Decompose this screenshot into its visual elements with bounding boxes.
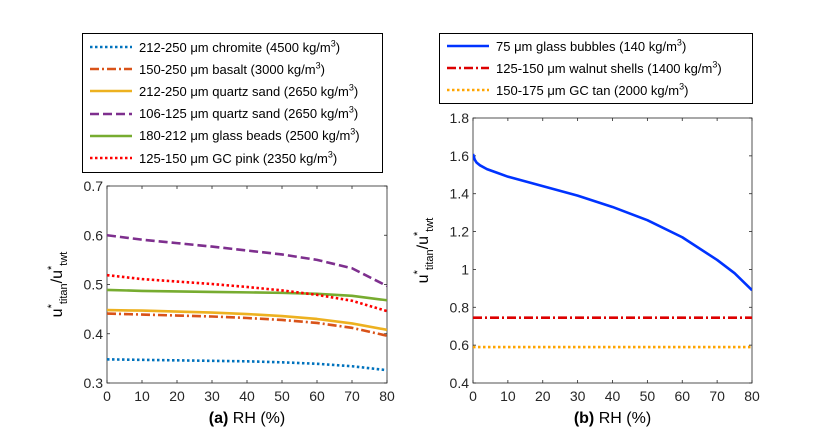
legend-label: 212-250 μm quartz sand (2650 kg/m3)	[139, 82, 359, 99]
legend-swatch	[447, 66, 489, 70]
x-axis-label: (a) RH (%)	[209, 410, 285, 427]
legend-label: 150-250 μm basalt (3000 kg/m3)	[139, 60, 325, 77]
legend-label: 75 μm glass bubbles (140 kg/m3)	[496, 37, 687, 54]
x-tick-label: 0	[103, 388, 111, 404]
y-tick-label: 1.8	[450, 110, 470, 126]
legend-label: 150-175 μm GC tan (2000 kg/m3)	[496, 81, 689, 98]
legend-label: 125-150 μm walnut shells (1400 kg/m3)	[496, 59, 722, 76]
legend-swatch	[447, 44, 489, 48]
legend-swatch	[447, 89, 489, 92]
legend-swatch	[90, 67, 132, 71]
legend-swatch	[90, 45, 132, 49]
x-tick-label: 10	[500, 388, 516, 404]
y-tick-label: 1	[461, 261, 469, 277]
legend-entry: 75 μm glass bubbles (140 kg/m3)	[440, 35, 752, 57]
legend-entry: 125-150 μm walnut shells (1400 kg/m3)	[440, 57, 752, 79]
legend-entry: 212-250 μm chromite (4500 kg/m3)	[83, 36, 382, 58]
x-tick-label: 70	[344, 388, 360, 404]
y-tick-label: 0.5	[84, 277, 104, 293]
legend-entry: 125-150 μm GC pink (2350 kg/m3)	[83, 147, 382, 169]
legend-label: 125-150 μm GC pink (2350 kg/m3)	[139, 149, 338, 166]
legend-swatch	[90, 90, 132, 93]
x-tick-label: 60	[674, 388, 690, 404]
x-tick-label: 30	[204, 388, 220, 404]
x-tick-label: 10	[134, 388, 150, 404]
y-tick-label: 1.6	[450, 148, 470, 164]
legend-swatch	[90, 112, 132, 115]
y-axis-label: u*titan/u*twt	[46, 252, 70, 318]
y-tick-label: 0.4	[450, 375, 470, 391]
x-tick-label: 50	[640, 388, 656, 404]
x-tick-label: 80	[744, 388, 760, 404]
legend-label: 106-125 μm quartz sand (2650 kg/m3)	[139, 104, 359, 122]
series-line-0-4	[107, 288, 387, 302]
axes-box-0	[106, 185, 388, 384]
legend-swatch	[90, 156, 132, 160]
legend-panel-a: 212-250 μm chromite (4500 kg/m3) 150-250 …	[82, 33, 383, 173]
x-tick-label: 20	[169, 388, 185, 404]
legend-label: 180-212 μm glass beads (2500 kg/m3)	[139, 127, 360, 144]
series-line-0-2	[107, 308, 387, 332]
x-tick-label: 0	[469, 388, 477, 404]
y-tick-label: 1.4	[450, 186, 470, 202]
x-tick-label: 50	[274, 388, 290, 404]
y-tick-label: 0.6	[84, 227, 104, 243]
y-axis-label: u*titan/u*twt	[412, 218, 436, 284]
x-tick-label: 60	[309, 388, 325, 404]
x-tick-label: 40	[239, 388, 255, 404]
legend-entry: 180-212 μm glass beads (2500 kg/m3)	[83, 125, 382, 147]
y-tick-label: 0.6	[450, 337, 470, 353]
x-tick-label: 30	[570, 388, 586, 404]
legend-label: 212-250 μm chromite (4500 kg/m3)	[139, 38, 341, 55]
y-tick-label: 0.3	[84, 375, 104, 391]
series-line-1-0	[473, 153, 752, 292]
legend-entry: 212-250 μm quartz sand (2650 kg/m3)	[83, 80, 382, 102]
legend-entry: 106-125 μm quartz sand (2650 kg/m3)	[83, 103, 382, 125]
y-tick-label: 0.4	[84, 326, 104, 342]
legend-panel-b: 75 μm glass bubbles (140 kg/m3) 125-150 μ…	[439, 33, 753, 104]
y-tick-label: 0.7	[84, 178, 104, 194]
series-line-0-3	[107, 233, 387, 288]
y-tick-label: 1.2	[450, 224, 470, 240]
series-line-0-0	[107, 358, 387, 372]
axes-box-1	[472, 117, 753, 384]
x-axis-label: (b) RH (%)	[574, 410, 651, 427]
x-tick-label: 20	[535, 388, 551, 404]
series-line-0-1	[107, 312, 387, 337]
y-tick-label: 0.8	[450, 299, 470, 315]
x-tick-label: 80	[379, 388, 395, 404]
x-tick-label: 70	[709, 388, 725, 404]
x-tick-label: 40	[605, 388, 621, 404]
series-line-0-5	[107, 273, 387, 313]
legend-entry: 150-175 μm GC tan (2000 kg/m3)	[440, 79, 752, 101]
legend-entry: 150-250 μm basalt (3000 kg/m3)	[83, 58, 382, 80]
legend-swatch	[90, 134, 132, 138]
